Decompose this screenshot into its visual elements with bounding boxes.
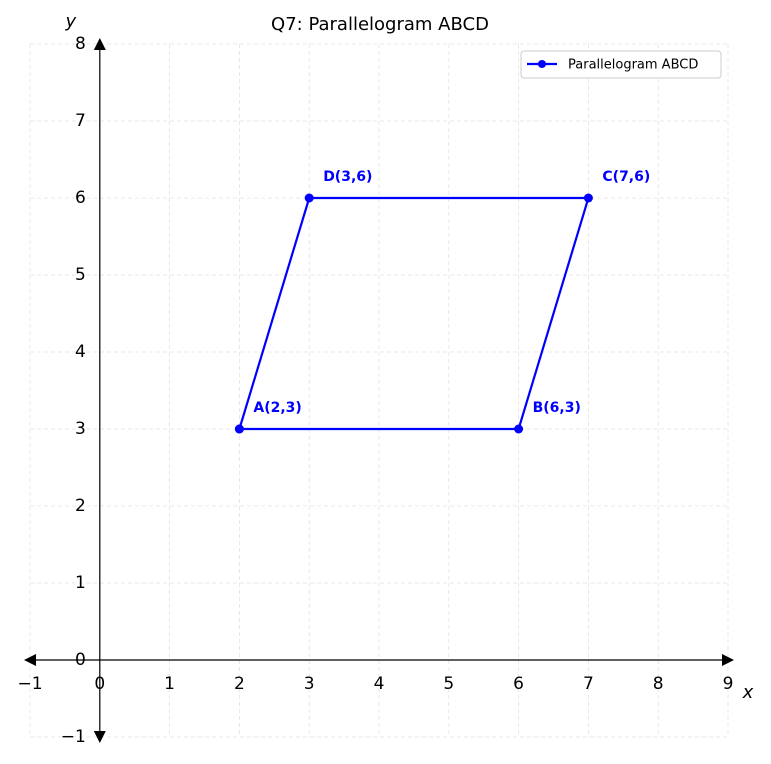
legend-marker <box>538 60 546 68</box>
y-tick-label: −1 <box>61 727 86 747</box>
legend: Parallelogram ABCD <box>520 50 722 79</box>
y-tick-label: 8 <box>75 34 86 54</box>
legend-box <box>520 50 722 79</box>
x-axis-label: x <box>742 682 754 703</box>
point <box>304 193 314 203</box>
point-label: B(6,3) <box>533 400 581 416</box>
y-tick-label: 6 <box>75 188 86 208</box>
point-label: D(3,6) <box>323 169 372 185</box>
x-tick-label: 8 <box>653 674 664 694</box>
point <box>583 193 593 203</box>
x-tick-label: 1 <box>164 674 175 694</box>
legend-label: Parallelogram ABCD <box>568 58 698 73</box>
axis-arrow <box>722 654 734 666</box>
y-tick-label: 1 <box>75 573 86 593</box>
y-tick-label: 7 <box>75 111 86 131</box>
y-tick-label: 2 <box>75 496 86 516</box>
series-line <box>238 196 590 431</box>
x-tick-label: 7 <box>583 674 594 694</box>
point <box>234 424 244 434</box>
chart-title: Q7: Parallelogram ABCD <box>271 14 489 35</box>
axis-arrow <box>93 38 106 50</box>
x-tick-label: 3 <box>304 674 315 694</box>
x-tick-label: −1 <box>17 674 42 694</box>
x-tick-label: 4 <box>374 674 385 694</box>
x-tick-label: 5 <box>443 674 454 694</box>
point-label: C(7,6) <box>602 169 650 185</box>
point-label: A(2,3) <box>253 400 301 416</box>
y-tick-label: 3 <box>75 419 86 439</box>
x-tick-label: 9 <box>723 674 734 694</box>
y-tick-label: 5 <box>75 265 86 285</box>
y-tick-label: 4 <box>75 342 86 362</box>
point <box>514 424 524 434</box>
y-axis-label: y <box>64 11 76 32</box>
x-tick-label: 2 <box>234 674 245 694</box>
axis-arrow <box>93 731 106 743</box>
axis-arrow <box>24 654 36 666</box>
x-tick-label: 6 <box>513 674 524 694</box>
